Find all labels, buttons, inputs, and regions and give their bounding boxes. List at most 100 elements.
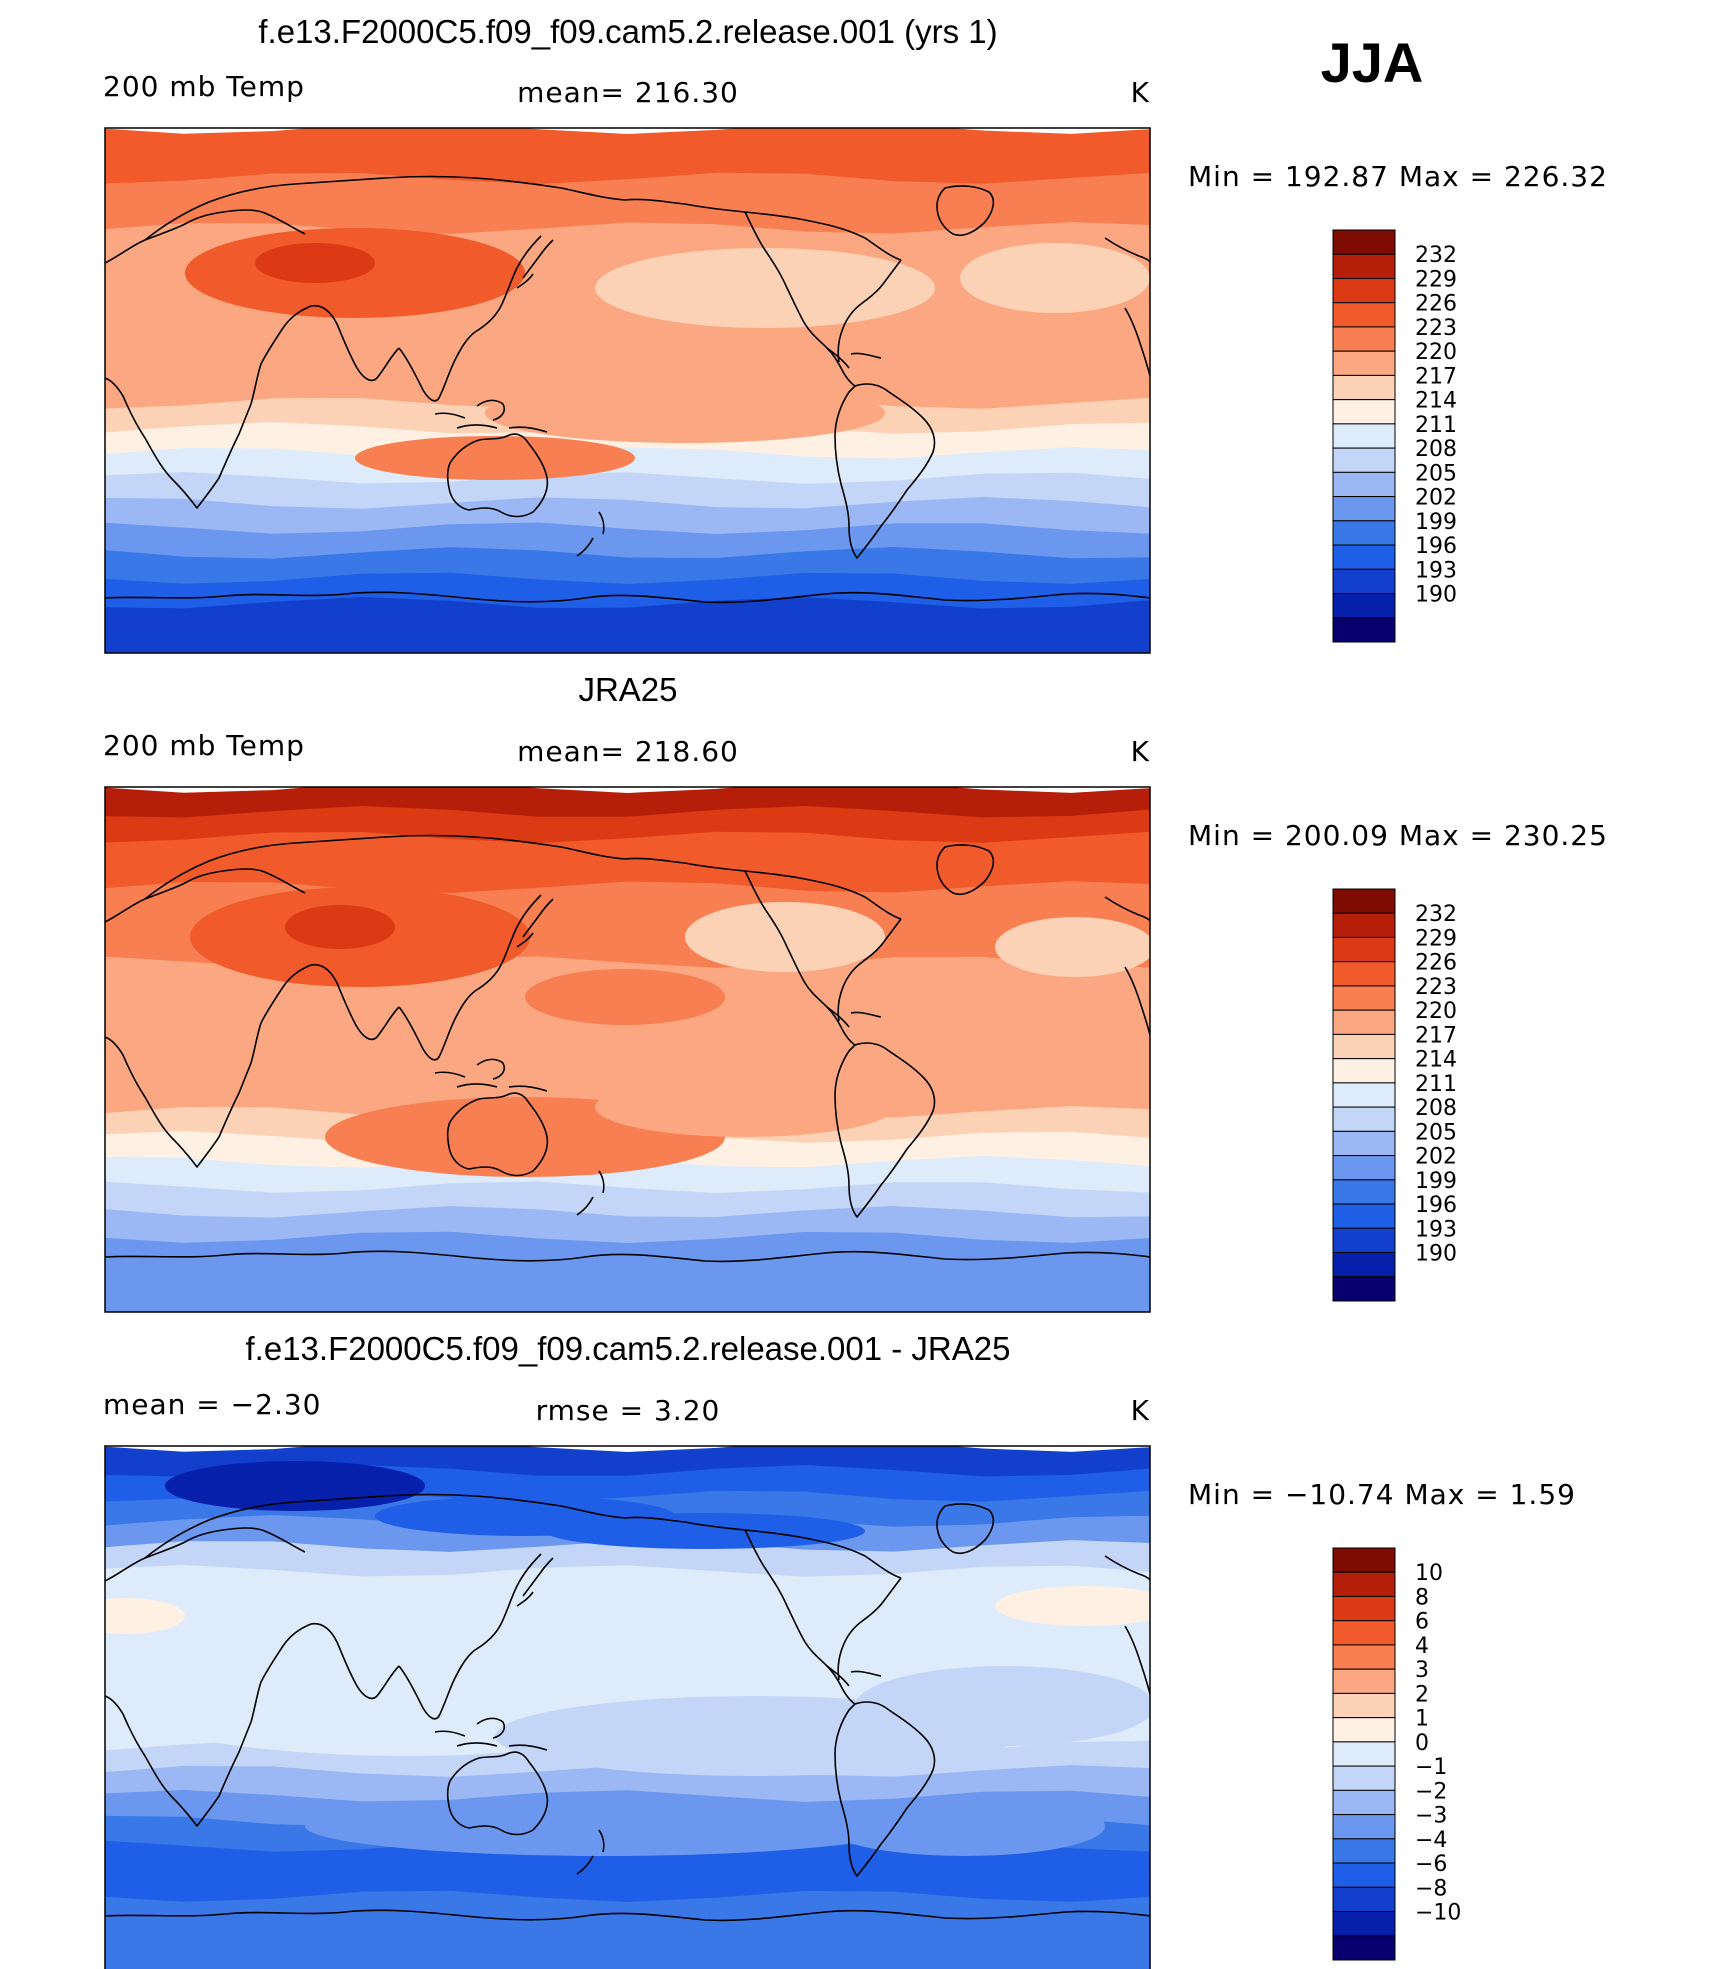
colorbar-swatch — [1332, 399, 1396, 425]
colorbar-label: 205 — [1415, 461, 1457, 486]
colorbar-label: 205 — [1415, 1120, 1457, 1145]
colorbar-label: 199 — [1415, 510, 1457, 535]
colorbar-label: 0 — [1415, 1731, 1429, 1756]
contour-cell — [595, 1077, 895, 1137]
colorbar-label: 193 — [1415, 558, 1457, 583]
colorbar-swatch — [1332, 888, 1396, 914]
colorbar-swatch — [1332, 229, 1396, 255]
season-label: JJA — [1321, 31, 1424, 94]
center-label: mean= 218.60 — [517, 735, 739, 768]
colorbar-label: 190 — [1415, 1242, 1457, 1267]
minmax-label: Min = 200.09 Max = 230.25 — [1188, 819, 1608, 852]
colorbar-label: 229 — [1415, 267, 1457, 292]
colorbar-swatch — [1332, 1668, 1396, 1694]
map-frame — [104, 127, 1151, 654]
panel-title: JRA25 — [578, 671, 677, 708]
colorbar-swatch — [1332, 912, 1396, 938]
colorbar-swatch — [1332, 1106, 1396, 1132]
colorbar-swatch — [1332, 374, 1396, 401]
colorbar-label: −10 — [1415, 1901, 1461, 1926]
difference-panel: f.e13.F2000C5.f09_f09.cam5.2.release.001… — [103, 1330, 1576, 1969]
colorbar-label: 8 — [1415, 1585, 1429, 1610]
colorbar-swatch — [1332, 1033, 1396, 1060]
contour-map — [105, 787, 1150, 1312]
model-panel: f.e13.F2000C5.f09_f09.cam5.2.release.001… — [103, 13, 1608, 654]
colorbar-swatch — [1332, 1814, 1396, 1840]
colorbar-swatch — [1332, 1203, 1396, 1229]
colorbar-label: 196 — [1415, 1193, 1457, 1218]
center-label: rmse = 3.20 — [536, 1394, 721, 1427]
colorbar-swatch — [1332, 593, 1396, 619]
colorbar-swatch — [1332, 302, 1396, 328]
contour-cell — [305, 1796, 905, 1856]
contour-cell — [855, 1666, 1150, 1746]
colorbar-swatch — [1332, 1179, 1396, 1205]
contour-band — [105, 1940, 1150, 1969]
colorbar-label: 226 — [1415, 292, 1457, 317]
contour-cell — [545, 1513, 865, 1549]
contour-cell — [995, 917, 1150, 977]
colorbar-label: 226 — [1415, 951, 1457, 976]
minmax-label: Min = 192.87 Max = 226.32 — [1188, 160, 1608, 193]
map-frame — [104, 1445, 1151, 1969]
colorbar-label: 217 — [1415, 1023, 1457, 1048]
colorbar-swatch — [1332, 1252, 1396, 1278]
colorbar-label: 217 — [1415, 364, 1457, 389]
colorbar-label: 1 — [1415, 1707, 1429, 1732]
colorbar-label: −3 — [1415, 1804, 1447, 1829]
colorbar-swatch — [1332, 961, 1396, 987]
colorbar-swatch — [1332, 1595, 1396, 1622]
units-label: K — [1131, 735, 1150, 768]
colorbar-label: 223 — [1415, 975, 1457, 1000]
colorbar-swatch — [1332, 253, 1396, 279]
colorbar-label: 232 — [1415, 243, 1457, 268]
colorbar-label: −8 — [1415, 1876, 1447, 1901]
colorbar-label: 220 — [1415, 340, 1457, 365]
colorbar-swatch — [1332, 350, 1396, 376]
colorbar-label: 3 — [1415, 1658, 1429, 1683]
contour-cell — [960, 243, 1150, 313]
colorbar-label: 211 — [1415, 413, 1457, 438]
colorbar-label: 211 — [1415, 1072, 1457, 1097]
contour-cell — [825, 1796, 1105, 1856]
colorbar-label: 199 — [1415, 1169, 1457, 1194]
left-label: 200 mb Temp — [103, 729, 305, 762]
colorbar-label: 208 — [1415, 437, 1457, 462]
colorbar-label: 10 — [1415, 1561, 1443, 1586]
contour-cell — [685, 902, 885, 972]
colorbar-label: 193 — [1415, 1217, 1457, 1242]
colorbar-swatch — [1332, 1886, 1396, 1913]
colorbar-label: 214 — [1415, 389, 1457, 414]
map-frame — [104, 786, 1151, 1313]
colorbar-swatch — [1332, 1547, 1396, 1573]
colorbar-swatch — [1332, 1227, 1396, 1254]
colorbar-label: 6 — [1415, 1610, 1429, 1635]
colorbar-label: 190 — [1415, 583, 1457, 608]
contour-cell — [485, 383, 885, 443]
colorbar-label: −1 — [1415, 1755, 1447, 1780]
colorbar-label: 202 — [1415, 1145, 1457, 1170]
colorbar-swatch — [1332, 1717, 1396, 1743]
contour-cell — [355, 436, 635, 480]
colorbar-swatch — [1332, 447, 1396, 473]
colorbar-label: −4 — [1415, 1828, 1447, 1853]
colorbar-label: 202 — [1415, 486, 1457, 511]
colorbar-swatch — [1332, 1571, 1396, 1597]
panel-title: f.e13.F2000C5.f09_f09.cam5.2.release.001… — [246, 1330, 1011, 1367]
colorbar-swatch — [1332, 1911, 1396, 1937]
colorbar-swatch — [1332, 1862, 1396, 1888]
center-label: mean= 216.30 — [517, 76, 739, 109]
contour-band — [105, 1765, 1150, 1808]
colorbar-swatch — [1332, 471, 1396, 498]
panel-title: f.e13.F2000C5.f09_f09.cam5.2.release.001… — [258, 13, 997, 50]
contour-band — [105, 622, 1150, 653]
colorbar-label: 196 — [1415, 534, 1457, 559]
minmax-label: Min = −10.74 Max = 1.59 — [1188, 1478, 1576, 1511]
colorbar-swatch — [1332, 1789, 1396, 1816]
colorbar-label: 223 — [1415, 316, 1457, 341]
colorbar-swatch — [1332, 568, 1396, 595]
colorbar-label: 220 — [1415, 999, 1457, 1024]
colorbar-label: −6 — [1415, 1852, 1447, 1877]
contour-cell — [255, 243, 375, 283]
